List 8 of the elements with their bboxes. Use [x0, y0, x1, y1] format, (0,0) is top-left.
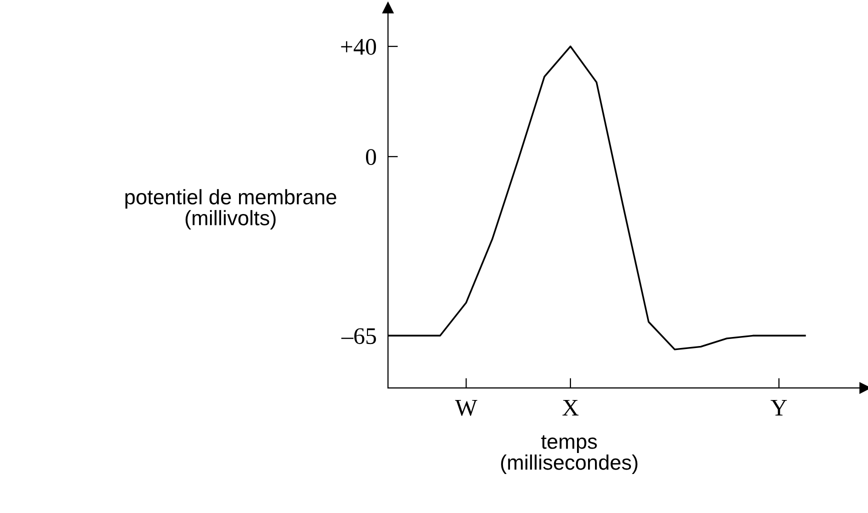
x-tick-label: W	[455, 400, 478, 416]
x-tick-label: X	[562, 400, 579, 416]
y-axis-title: potentiel de membrane (millivolts)	[125, 189, 336, 230]
y-tick-label: 0	[366, 149, 376, 166]
y-tick-label: –65	[341, 328, 376, 344]
y-tick-label: +40	[341, 38, 376, 55]
x-tick-label: Y	[770, 400, 787, 416]
x-axis-title: temps (millisecondes)	[501, 435, 638, 474]
